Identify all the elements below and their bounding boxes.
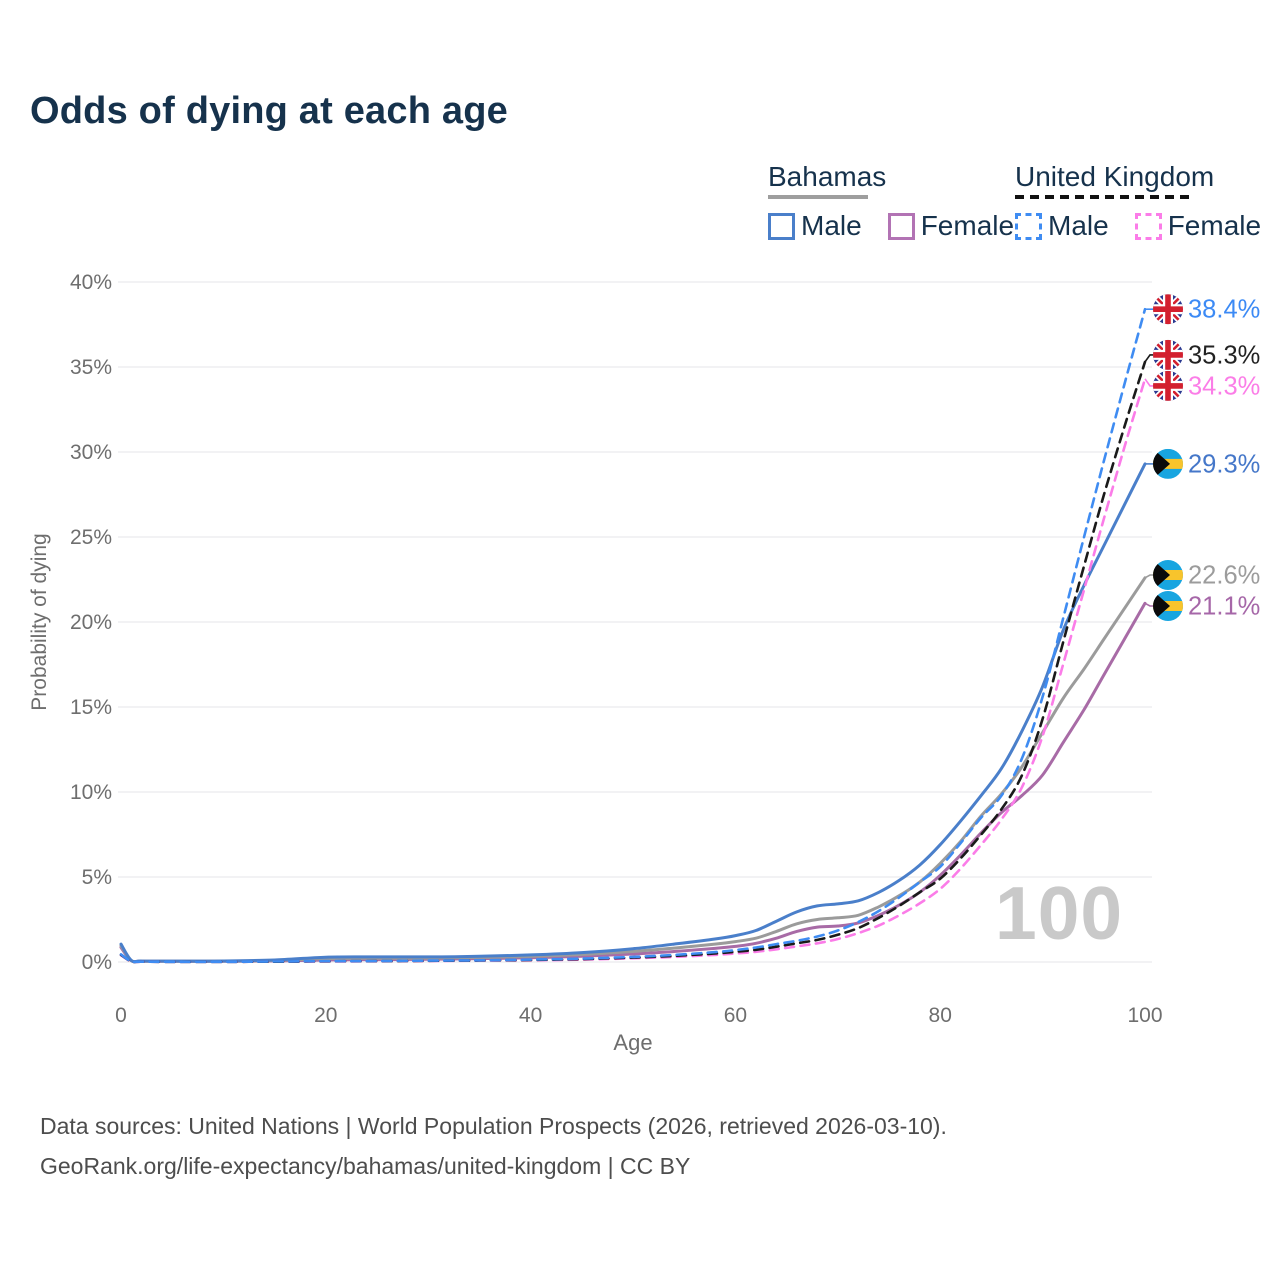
end-value-label-bahamas-female: 21.1% (1188, 593, 1260, 621)
series-line-uk-male (119, 307, 1147, 964)
y-tick-label: 25% (70, 526, 112, 549)
legend-label-bahamas-female: Female (920, 210, 1015, 241)
end-value-label-uk-female: 34.3% (1188, 372, 1260, 400)
data-source-line-1: Data sources: United Nations | World Pop… (40, 1113, 947, 1139)
legend-label-bahamas-male: Male (801, 210, 862, 241)
end-value-label-bahamas-male: 29.3% (1188, 450, 1260, 478)
legend-item-bahamas-male[interactable]: Male (768, 210, 862, 242)
end-value-label-uk-male: 38.4% (1188, 296, 1260, 324)
series-line-uk-female (119, 377, 1147, 964)
uk-total-line-swatch (1015, 195, 1192, 199)
legend-item-uk-male[interactable]: Male (1015, 210, 1109, 242)
x-tick-label: 100 (1127, 1004, 1162, 1027)
chart-title: Odds of dying at each age (30, 90, 508, 132)
end-label-connector-bahamas-female (1144, 602, 1153, 607)
bahamas-flag-icon (1152, 559, 1183, 591)
bahamas-total-line-swatch (768, 195, 868, 199)
legend-uk-label: United Kingdom (1015, 161, 1215, 192)
bahamas-male-swatch (768, 212, 795, 240)
legend-label-uk-male: Male (1048, 210, 1109, 241)
end-label-connector-uk-female (1144, 378, 1153, 387)
bahamas-flag-icon (1152, 590, 1183, 622)
uk-flag-icon (1153, 371, 1183, 401)
y-tick-label: 20% (70, 611, 112, 634)
y-tick-label: 30% (70, 441, 112, 464)
y-tick-label: 0% (82, 951, 112, 974)
age-100-watermark: 100 (995, 871, 1124, 955)
uk-flag-icon (1153, 340, 1183, 370)
uk-flag-icon (1153, 294, 1183, 324)
x-tick-label: 60 (724, 1004, 747, 1027)
series-line-bahamas-male (119, 462, 1147, 964)
x-tick-label: 0 (115, 1004, 127, 1027)
legend-bahamas-label: Bahamas (768, 161, 887, 192)
y-tick-label: 35% (70, 356, 112, 379)
x-axis-title: Age (613, 1030, 652, 1055)
data-source-note: Data sources: United Nations | World Pop… (40, 1106, 947, 1186)
y-tick-label: 5% (82, 866, 112, 889)
uk-male-swatch (1015, 212, 1042, 240)
end-value-label-uk-total: 35.3% (1188, 341, 1260, 369)
series-line-bahamas-total (119, 576, 1147, 964)
end-value-label-bahamas-total: 22.6% (1188, 562, 1260, 590)
end-label-connector-uk-total (1144, 354, 1153, 363)
legend-group-uk: United Kingdom Male Female (1015, 162, 1261, 242)
bahamas-flag-icon (1152, 448, 1183, 480)
legend-item-bahamas-female[interactable]: Female (887, 210, 1015, 242)
data-source-line-2: GeoRank.org/life-expectancy/bahamas/unit… (40, 1153, 691, 1179)
y-axis-title: Probability of dying (28, 533, 51, 710)
x-tick-label: 20 (314, 1004, 337, 1027)
bahamas-female-swatch (887, 212, 915, 240)
legend-label-uk-female: Female (1167, 210, 1262, 241)
legend-group-bahamas: Bahamas Male Female (768, 162, 1014, 242)
x-tick-label: 80 (929, 1004, 952, 1027)
legend-item-uk-female[interactable]: Female (1134, 210, 1262, 242)
end-label-connector-bahamas-total (1144, 574, 1153, 579)
y-tick-label: 10% (70, 781, 112, 804)
y-tick-label: 40% (70, 271, 112, 294)
uk-female-swatch (1134, 212, 1162, 240)
y-tick-label: 15% (70, 696, 112, 719)
x-tick-label: 40 (519, 1004, 542, 1027)
